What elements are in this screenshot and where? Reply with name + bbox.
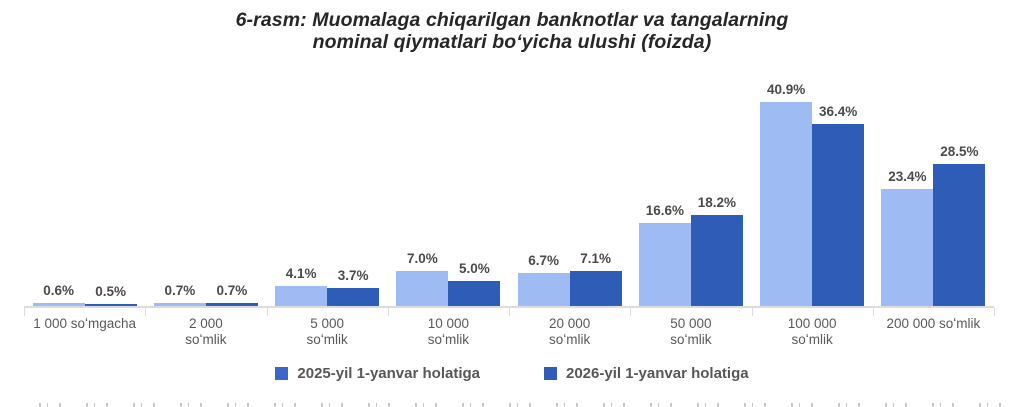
cropped-next-text-line (28, 403, 1014, 407)
bar-wrap: 4.1% (275, 265, 328, 306)
value-label: 6.7% (528, 252, 560, 268)
value-label: 0.7% (216, 282, 248, 298)
bar-wrap: 7.1% (569, 250, 622, 306)
value-label: 16.6% (645, 203, 685, 218)
category-label: 1 000 soʻmgacha (33, 316, 137, 331)
bar-wrap: 7.0% (396, 251, 449, 306)
bar-series-1 (396, 271, 449, 306)
bar-wrap: 0.7% (153, 282, 206, 306)
bar-group: 23.4% 28.5% (872, 74, 994, 316)
bar-series-1 (638, 223, 691, 306)
category-label: 10 000 soʻmlik (427, 316, 470, 347)
legend: 2025-yil 1-yanvar holatiga 2026-yil 1-ya… (0, 365, 1024, 382)
bar-series-1 (760, 101, 813, 306)
bar-group: 0.6% 0.5% (24, 74, 145, 316)
bar-series-1 (881, 189, 934, 306)
bar-wrap: 3.7% (327, 267, 380, 306)
bar-wrap: 0.5% (84, 283, 137, 306)
value-label: 7.1% (580, 250, 612, 266)
category-label: 100 000 soʻmlik (787, 316, 837, 347)
bar-series-1 (153, 302, 206, 306)
value-label: 0.5% (95, 283, 127, 299)
bar-group: 6.7% 7.1% (509, 74, 630, 316)
category-label: 200 000 soʻmlik (886, 316, 981, 331)
legend-swatch-2026-icon (544, 367, 557, 380)
bar-group: 40.9% 36.4% (751, 74, 873, 316)
bar-group: 7.0% 5.0% (387, 74, 509, 316)
bar-wrap: 18.2% (690, 195, 743, 306)
category-label: 20 000 soʻmlik (548, 316, 591, 347)
bar-group: 16.6% 18.2% (630, 74, 751, 316)
bar-group: 0.7% 0.7% (145, 74, 266, 316)
bar-wrap: 36.4% (812, 104, 865, 306)
value-label: 36.4% (818, 104, 858, 119)
chart-title-line-2: nominal qiymatlari boʻyicha ulushi (foiz… (312, 31, 712, 53)
legend-item-2025: 2025-yil 1-yanvar holatiga (275, 365, 480, 382)
value-label: 0.7% (164, 282, 196, 298)
value-label: 3.7% (337, 267, 369, 283)
bar-series-2 (690, 215, 743, 306)
value-label: 18.2% (697, 195, 737, 210)
bar-wrap: 40.9% (760, 81, 813, 306)
value-label: 7.0% (406, 251, 438, 266)
category-label: 5 000 soʻmlik (306, 316, 348, 347)
chart-title: 6-rasm: Muomalaga chiqarilgan banknotlar… (0, 0, 1024, 53)
bar-wrap: 6.7% (517, 252, 570, 306)
value-label: 0.6% (43, 283, 75, 298)
value-label: 23.4% (888, 169, 927, 184)
bar-series-2 (84, 303, 137, 306)
bar-wrap: 0.6% (32, 283, 85, 306)
bar-series-2 (569, 270, 622, 306)
legend-swatch-2025-icon (275, 367, 289, 380)
value-label: 5.0% (458, 261, 490, 276)
plot-area: 0.6% 0.5% 0.7% 0.7% 4.1% 3.7% 7.0% 5.0% 6.7% 7.1%… (24, 74, 995, 316)
bar-series-2 (448, 281, 501, 306)
bar-series-2 (812, 124, 865, 306)
value-label: 40.9% (766, 81, 806, 97)
bar-series-2 (327, 287, 380, 306)
bar-group: 4.1% 3.7% (266, 74, 388, 316)
value-label: 28.5% (940, 143, 979, 159)
bar-wrap: 5.0% (448, 261, 501, 306)
bar-wrap: 23.4% (881, 169, 934, 306)
chart-title-line-1: 6-rasm: Muomalaga chiqarilgan banknotlar… (235, 9, 789, 31)
legend-label-2025: 2025-yil 1-yanvar holatiga (297, 365, 480, 382)
bar-wrap: 16.6% (638, 203, 691, 306)
bar-wrap: 28.5% (933, 143, 986, 306)
bar-series-1 (32, 303, 85, 306)
value-label: 4.1% (285, 265, 317, 281)
legend-item-2026: 2026-yil 1-yanvar holatiga (544, 365, 749, 382)
bar-series-1 (275, 285, 328, 306)
category-labels: 1 000 soʻmgacha 2 000 soʻmlik 5 000 soʻmlik 1… (24, 316, 994, 348)
bar-series-1 (517, 272, 570, 306)
bar-series-2 (933, 163, 986, 306)
category-label: 50 000 soʻmlik (670, 316, 712, 347)
bar-wrap: 0.7% (205, 282, 258, 306)
bar-series-2 (205, 302, 258, 306)
category-label: 2 000 soʻmlik (185, 316, 227, 347)
legend-label-2026: 2026-yil 1-yanvar holatiga (566, 365, 749, 382)
